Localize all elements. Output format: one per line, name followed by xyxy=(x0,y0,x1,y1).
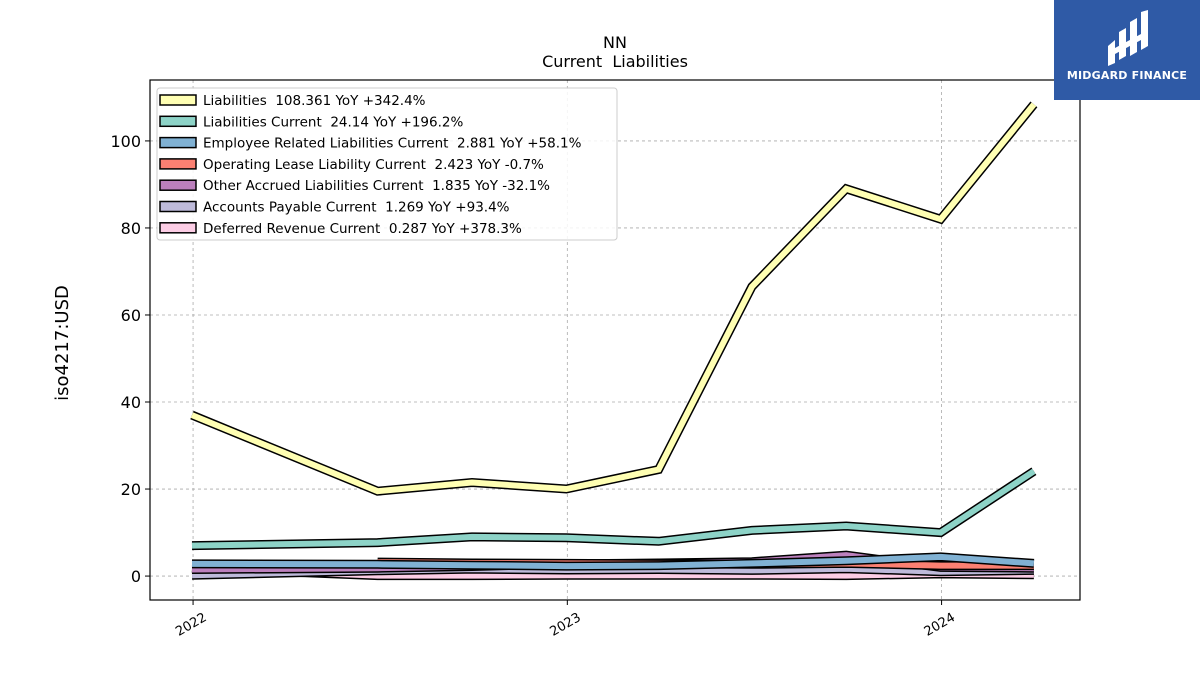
legend-swatch xyxy=(159,136,197,149)
legend-item: Liabilities Current 24.14 YoY +196.2% xyxy=(159,114,463,130)
legend-item: Operating Lease Liability Current 2.423 … xyxy=(159,157,544,173)
legend-label: Operating Lease Liability Current 2.423 … xyxy=(203,157,544,173)
y-tick-label: 0 xyxy=(131,567,141,586)
y-tick-label: 20 xyxy=(121,480,141,499)
chart-title: NN xyxy=(603,33,627,52)
legend-swatch xyxy=(159,158,197,170)
legend-item: Liabilities 108.361 YoY +342.4% xyxy=(159,93,426,109)
x-tick-label: 2022 xyxy=(173,610,209,640)
series-line xyxy=(191,468,1036,549)
legend-swatch xyxy=(159,179,197,191)
plot-frame xyxy=(149,79,1081,601)
y-tick-label: 60 xyxy=(121,306,141,325)
legend-label: Deferred Revenue Current 0.287 YoY +378.… xyxy=(203,221,522,237)
series-employee-related-liabilities-current xyxy=(191,552,1035,571)
series-layer xyxy=(190,101,1038,581)
y-tick-label: 40 xyxy=(121,393,141,412)
legend-item: Accounts Payable Current 1.269 YoY +93.4… xyxy=(159,200,510,216)
legend-swatch xyxy=(159,222,197,234)
x-tick-label: 2023 xyxy=(547,610,583,640)
legend-item: Deferred Revenue Current 0.287 YoY +378.… xyxy=(159,221,522,237)
legend-label: Employee Related Liabilities Current 2.8… xyxy=(203,136,582,152)
legend-swatch xyxy=(159,94,197,106)
series-line xyxy=(191,553,1035,570)
logo-text: MIDGARD FINANCE xyxy=(1066,69,1188,82)
legend-swatch xyxy=(159,115,197,128)
legend-item: Other Accrued Liabilities Current 1.835 … xyxy=(159,178,550,194)
y-tick-label: 100 xyxy=(110,132,141,151)
series-liabilities-current xyxy=(191,467,1037,551)
chart-subtitle: Current Liabilities xyxy=(542,52,688,71)
y-tick-label: 80 xyxy=(121,219,141,238)
legend-label: Other Accrued Liabilities Current 1.835 … xyxy=(203,178,550,194)
legend-label: Liabilities Current 24.14 YoY +196.2% xyxy=(203,114,463,130)
legend-item: Employee Related Liabilities Current 2.8… xyxy=(159,136,582,152)
y-axis-label: iso4217:USD xyxy=(52,285,73,401)
series-liabilities xyxy=(190,101,1038,496)
midgard-finance-logo: MIDGARD FINANCE xyxy=(1054,0,1200,100)
x-tick-label: 2024 xyxy=(922,610,958,640)
midgard-logo-icon xyxy=(1108,10,1148,66)
legend-swatch xyxy=(159,200,197,213)
legend: Liabilities 108.361 YoY +342.4% Liabiliti… xyxy=(156,87,618,241)
legend-box xyxy=(156,87,618,241)
series-line xyxy=(190,102,1037,495)
legend-label: Accounts Payable Current 1.269 YoY +93.4… xyxy=(203,200,510,216)
legend-label: Liabilities 108.361 YoY +342.4% xyxy=(203,93,426,109)
